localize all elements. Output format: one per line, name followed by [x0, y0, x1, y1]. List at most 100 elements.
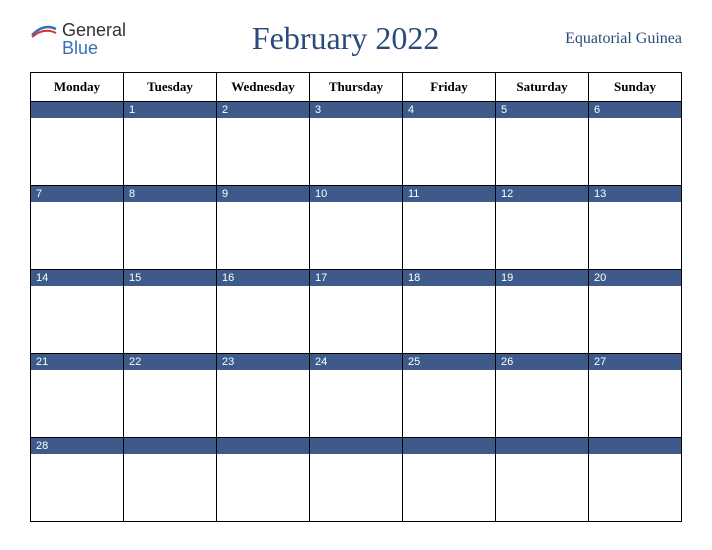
logo-text-general: General	[62, 21, 126, 39]
cell-body	[310, 118, 402, 185]
date-bar: 13	[589, 186, 681, 202]
day-header: Friday	[403, 73, 496, 102]
calendar-cell: 15	[124, 270, 217, 354]
day-header: Wednesday	[217, 73, 310, 102]
date-bar: 16	[217, 270, 309, 286]
cell-body	[589, 286, 681, 353]
cell-body	[496, 454, 588, 521]
date-bar: 28	[31, 438, 123, 454]
date-bar: 21	[31, 354, 123, 370]
cell-body	[310, 370, 402, 437]
day-header: Thursday	[310, 73, 403, 102]
date-bar: 19	[496, 270, 588, 286]
calendar-cell	[496, 438, 589, 522]
globe-swoosh-icon	[30, 21, 58, 39]
calendar-body: 1 2 3 4 5 6 7 8 9 10 11 12 13 14 15 16 1…	[31, 102, 682, 522]
cell-body	[496, 202, 588, 269]
calendar-cell: 7	[31, 186, 124, 270]
calendar-header: General Blue February 2022 Equatorial Gu…	[30, 20, 682, 57]
date-bar: 25	[403, 354, 495, 370]
day-header: Sunday	[589, 73, 682, 102]
cell-body	[124, 202, 216, 269]
calendar-grid: Monday Tuesday Wednesday Thursday Friday…	[30, 72, 682, 522]
calendar-cell	[217, 438, 310, 522]
calendar-week-row: 21 22 23 24 25 26 27	[31, 354, 682, 438]
calendar-cell: 9	[217, 186, 310, 270]
calendar-cell: 17	[310, 270, 403, 354]
cell-body	[124, 454, 216, 521]
cell-body	[589, 370, 681, 437]
cell-body	[124, 118, 216, 185]
date-bar: 23	[217, 354, 309, 370]
date-bar: 7	[31, 186, 123, 202]
calendar-cell: 22	[124, 354, 217, 438]
calendar-week-row: 7 8 9 10 11 12 13	[31, 186, 682, 270]
calendar-week-row: 14 15 16 17 18 19 20	[31, 270, 682, 354]
cell-body	[217, 202, 309, 269]
date-bar: 24	[310, 354, 402, 370]
date-bar: 10	[310, 186, 402, 202]
date-bar: 2	[217, 102, 309, 118]
cell-body	[31, 454, 123, 521]
date-bar	[589, 438, 681, 454]
date-bar: 26	[496, 354, 588, 370]
cell-body	[31, 202, 123, 269]
calendar-cell	[403, 438, 496, 522]
logo-top-line: General	[30, 21, 126, 39]
calendar-cell: 14	[31, 270, 124, 354]
calendar-cell: 10	[310, 186, 403, 270]
calendar-cell: 24	[310, 354, 403, 438]
calendar-cell: 20	[589, 270, 682, 354]
day-header: Tuesday	[124, 73, 217, 102]
date-bar: 1	[124, 102, 216, 118]
cell-body	[310, 454, 402, 521]
day-header: Monday	[31, 73, 124, 102]
cell-body	[403, 454, 495, 521]
calendar-cell: 21	[31, 354, 124, 438]
cell-body	[31, 286, 123, 353]
cell-body	[217, 118, 309, 185]
calendar-cell: 4	[403, 102, 496, 186]
calendar-cell: 2	[217, 102, 310, 186]
day-header: Saturday	[496, 73, 589, 102]
cell-body	[310, 202, 402, 269]
calendar-cell: 6	[589, 102, 682, 186]
calendar-week-row: 1 2 3 4 5 6	[31, 102, 682, 186]
cell-body	[403, 286, 495, 353]
date-bar: 11	[403, 186, 495, 202]
date-bar	[310, 438, 402, 454]
date-bar: 4	[403, 102, 495, 118]
date-bar: 5	[496, 102, 588, 118]
cell-body	[403, 118, 495, 185]
date-bar	[217, 438, 309, 454]
cell-body	[589, 454, 681, 521]
calendar-cell	[589, 438, 682, 522]
date-bar: 8	[124, 186, 216, 202]
calendar-cell: 26	[496, 354, 589, 438]
date-bar: 3	[310, 102, 402, 118]
calendar-cell: 27	[589, 354, 682, 438]
calendar-cell: 18	[403, 270, 496, 354]
date-bar: 15	[124, 270, 216, 286]
calendar-cell: 25	[403, 354, 496, 438]
date-bar: 9	[217, 186, 309, 202]
date-bar: 20	[589, 270, 681, 286]
date-bar: 27	[589, 354, 681, 370]
cell-body	[496, 370, 588, 437]
calendar-cell: 3	[310, 102, 403, 186]
calendar-cell: 28	[31, 438, 124, 522]
calendar-week-row: 28	[31, 438, 682, 522]
cell-body	[217, 370, 309, 437]
calendar-cell: 8	[124, 186, 217, 270]
cell-body	[31, 118, 123, 185]
cell-body	[496, 286, 588, 353]
calendar-cell	[31, 102, 124, 186]
cell-body	[496, 118, 588, 185]
cell-body	[403, 370, 495, 437]
calendar-cell: 16	[217, 270, 310, 354]
cell-body	[31, 370, 123, 437]
cell-body	[217, 454, 309, 521]
day-header-row: Monday Tuesday Wednesday Thursday Friday…	[31, 73, 682, 102]
region-label: Equatorial Guinea	[565, 30, 682, 48]
date-bar: 18	[403, 270, 495, 286]
